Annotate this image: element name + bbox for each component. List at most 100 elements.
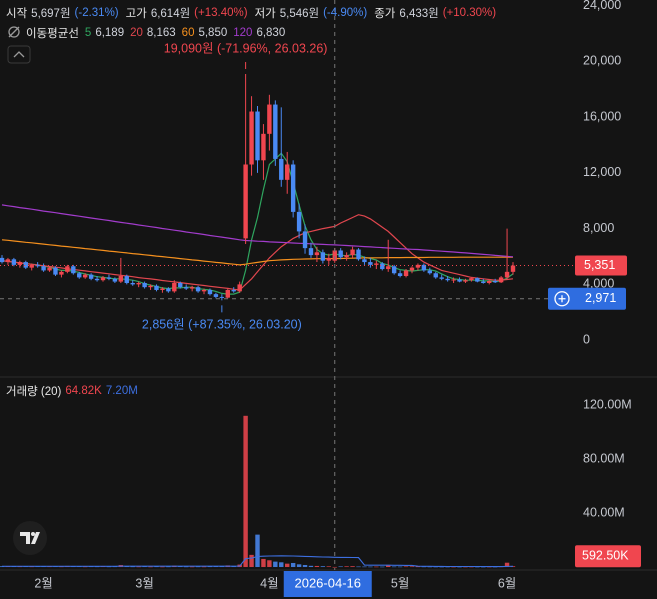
candle-body: [308, 248, 314, 256]
collapse-button[interactable]: [7, 45, 31, 64]
volume-bar: [189, 566, 195, 568]
ma-name: 120: [233, 27, 253, 39]
candle-body: [17, 262, 23, 265]
candle-body: [267, 104, 272, 134]
legend-label: 시작: [6, 8, 28, 20]
candle-body: [5, 259, 11, 263]
logo: [13, 521, 47, 555]
crosshair-price-box: [548, 287, 626, 310]
candle-body: [225, 289, 230, 298]
ohlc-legend: 시작 5,697원 (-2.31%) 고가 6,614원 (+13.40%) 저가 5,546…: [6, 5, 499, 21]
candle-body: [391, 266, 397, 274]
candle-body: [451, 279, 456, 281]
candle-body: [243, 164, 248, 239]
volume-ma-line: [2, 555, 514, 568]
candle-body: [0, 257, 5, 263]
candle-body: [77, 273, 82, 278]
legend-change: (-4.90%): [323, 7, 368, 19]
ma-value: 6,830: [256, 27, 286, 39]
candle-body: [344, 255, 349, 258]
volume-bar: [285, 563, 290, 568]
candle-body: [457, 279, 462, 282]
price-pane: 19,090원 (-71.96%, 26.03.26) 2,856원 (+87.3…: [0, 41, 516, 332]
candle-body: [279, 158, 284, 180]
volume-bar: [308, 565, 314, 568]
volume-bar: [427, 566, 433, 568]
volume-bar: [439, 566, 444, 568]
candle-body: [35, 264, 40, 267]
volume-bar: [332, 566, 337, 568]
annotation: 2,856원 (+87.35%, 26.03.20): [142, 318, 302, 332]
candle-body: [463, 280, 468, 282]
volume-bar: [415, 566, 421, 568]
candle-body: [421, 264, 427, 271]
x-tick-label: 6월: [498, 576, 516, 590]
candle-body: [189, 287, 195, 289]
add-alert-button[interactable]: [554, 291, 570, 307]
volume-bar: [344, 566, 349, 568]
volume-bar: [386, 565, 391, 568]
volume-bar: [130, 566, 135, 568]
crosshair-price-label: 2,971: [585, 291, 616, 305]
candle-body: [350, 249, 355, 256]
volume-bar: [243, 415, 248, 568]
candle-body: [504, 271, 510, 278]
candle-body: [380, 263, 385, 270]
candle-body: [469, 278, 474, 281]
y-tick-label: 80.00M: [583, 451, 625, 465]
candle-body: [23, 262, 28, 268]
ma-value: 5,850: [198, 27, 228, 39]
candle-body: [290, 164, 296, 212]
legend-change: (+13.40%): [194, 7, 248, 19]
candle-body: [261, 133, 266, 161]
volume-bar: [166, 566, 171, 568]
volume-bar: [350, 566, 355, 568]
volume-bar: [290, 562, 296, 568]
volume-legend: 거래량 (20) 64.82K 7.20M: [6, 383, 138, 399]
volume-bar: [320, 566, 326, 568]
legend-change: (+10.30%): [442, 7, 497, 19]
candle-body: [29, 264, 34, 268]
candle-body: [249, 111, 254, 165]
candle-body: [106, 277, 112, 279]
volume-bar: [267, 560, 272, 568]
candle-body: [11, 259, 17, 265]
x-tick-label: 3월: [135, 576, 153, 590]
candle-body: [314, 252, 320, 256]
last-volume-box: [575, 545, 641, 568]
x-tick-label: 4월: [260, 576, 278, 590]
volume-bar: [255, 534, 260, 568]
volume-bar: [409, 566, 415, 568]
ma-line: [1, 214, 514, 291]
legend-change: (-2.31%): [74, 7, 119, 19]
legend-value: 5,697원: [31, 8, 71, 20]
candle-body: [338, 250, 343, 258]
candle-body: [112, 278, 118, 282]
candle-body: [148, 285, 153, 288]
volume-bar: [380, 566, 385, 568]
candle-body: [302, 231, 308, 249]
volume-bar: [136, 566, 141, 568]
ma-line: [1, 152, 514, 295]
candle-body: [356, 249, 361, 260]
candle-body: [386, 266, 391, 270]
volume-bar: [82, 566, 88, 568]
candle-body: [154, 285, 159, 290]
candle-body: [41, 266, 46, 271]
legend-value: 6,433원: [399, 8, 439, 20]
plus-icon: [558, 295, 566, 303]
candle-body: [136, 282, 141, 285]
candle-body: [285, 164, 290, 180]
candle-body: [487, 280, 492, 283]
legend-label: 종가: [374, 8, 396, 20]
ma-name: 60: [181, 27, 195, 39]
volume-bar: [249, 554, 254, 568]
candle-body: [65, 266, 70, 272]
candle-body: [492, 280, 498, 283]
y-tick-label: 16,000: [583, 109, 621, 123]
legend-value: 5,546원: [279, 8, 320, 20]
volume-bar: [421, 566, 427, 568]
candle-body: [433, 273, 438, 278]
ma-name: 5: [84, 27, 92, 39]
